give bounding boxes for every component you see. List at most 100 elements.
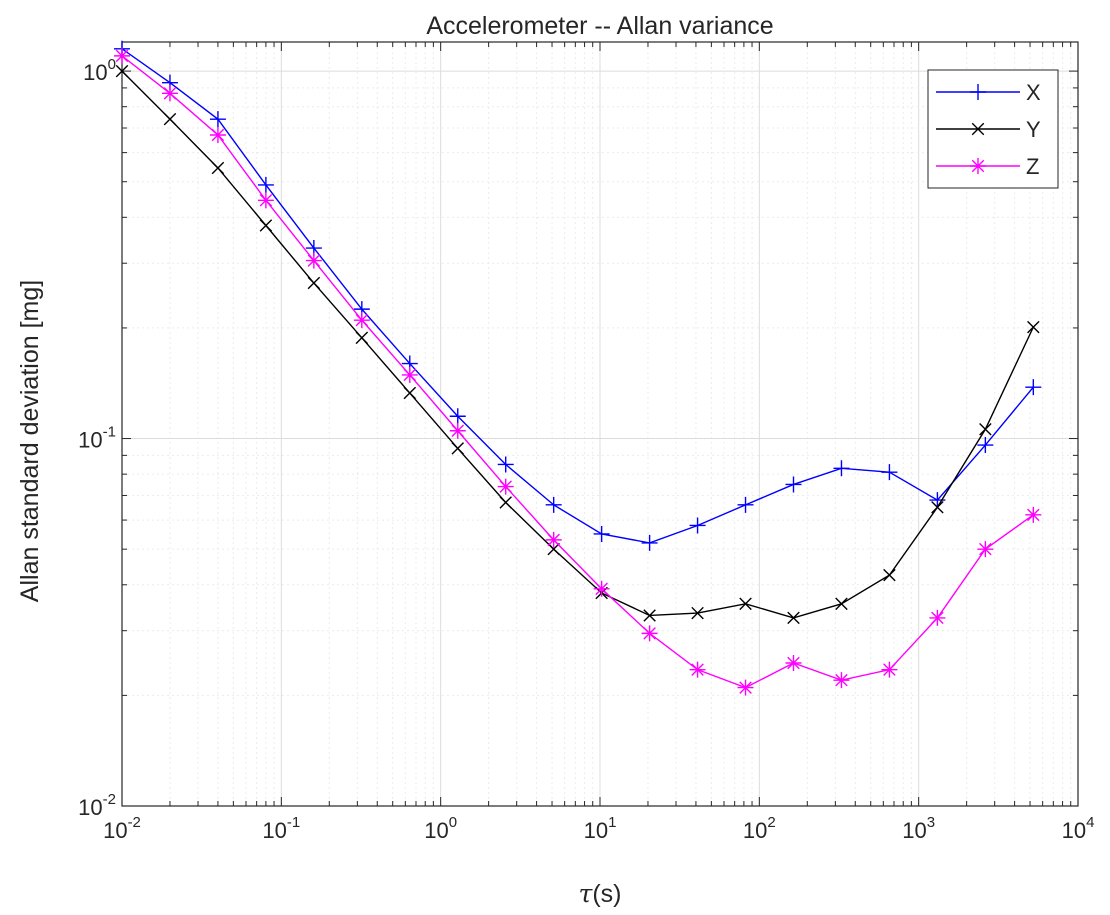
data-point-y: [451, 442, 465, 455]
data-point-z: [737, 679, 754, 696]
data-point-z: [497, 478, 514, 495]
y-tick-label: 100: [83, 56, 116, 85]
x-tick-labels: 10-2 10-1 100 101 102 103 104: [103, 814, 1094, 843]
data-point-x: [929, 492, 946, 509]
x-tick-label: 104: [1062, 814, 1095, 843]
data-point-z: [593, 580, 610, 597]
x-tick-base: 10: [743, 818, 767, 843]
x-tick-label: 103: [902, 814, 935, 843]
series-line-z: [121, 55, 1034, 689]
x-tick-exponent: 0: [449, 814, 457, 831]
data-point-y: [115, 64, 129, 78]
data-point-y: [259, 219, 273, 232]
y-tick-label: 10-1: [78, 424, 116, 453]
data-point-y: [547, 542, 560, 556]
x-tick-label: 101: [584, 814, 617, 843]
data-point-z: [977, 541, 994, 558]
data-point-x: [881, 464, 898, 481]
data-point-x: [593, 525, 610, 542]
x-tick-label: 100: [424, 814, 457, 843]
x-tick-base: 10: [584, 818, 608, 843]
y-tick-base: 10: [83, 60, 107, 85]
data-point-z: [114, 47, 130, 64]
x-axis-label: τ(s): [579, 879, 622, 908]
x-tick-base: 10: [902, 818, 926, 843]
data-point-y: [1027, 320, 1040, 334]
x-tick-label: 10-1: [262, 814, 300, 843]
data-point-x: [689, 517, 706, 534]
data-point-y: [403, 386, 417, 400]
axes: [121, 41, 1079, 807]
data-point-y: [307, 276, 321, 290]
y-tick-exponent: -2: [103, 791, 116, 808]
data-point-z: [545, 531, 562, 548]
y-tick-exponent: -1: [103, 424, 116, 441]
data-point-x: [977, 437, 994, 454]
x-tick-label: 102: [743, 814, 776, 843]
data-point-z: [449, 422, 466, 439]
legend-marker: [970, 158, 986, 174]
data-point-x: [737, 496, 754, 513]
series-layer: [114, 40, 1042, 696]
data-point-z: [1025, 506, 1042, 523]
x-tick-base: 10: [262, 818, 286, 843]
data-point-x: [833, 460, 850, 477]
x-tick-base: 10: [103, 818, 127, 843]
data-point-y: [883, 568, 896, 582]
series-line-y: [121, 70, 1034, 619]
y-tick-label: 10-2: [78, 791, 116, 820]
data-point-x: [209, 111, 226, 128]
data-point-z: [689, 661, 706, 678]
data-point-z: [305, 252, 322, 269]
data-point-y: [211, 161, 225, 175]
legend-item-x: X: [936, 80, 1041, 105]
legend-marker: [970, 84, 986, 100]
data-point-x: [545, 496, 562, 513]
x-tick-exponent: 1: [608, 814, 616, 831]
chart-title: Accelerometer -- Allan variance: [426, 12, 773, 40]
legend-label: Y: [1026, 117, 1041, 142]
data-point-x: [497, 456, 514, 473]
data-point-z: [209, 127, 226, 144]
legend-label: Z: [1026, 154, 1039, 179]
x-tick-base: 10: [1062, 818, 1086, 843]
series-y: [115, 64, 1040, 625]
data-point-x: [641, 534, 658, 551]
data-point-z: [785, 655, 802, 671]
data-point-y: [931, 501, 944, 514]
data-point-z: [929, 609, 946, 626]
legend-item-y: Y: [936, 117, 1041, 142]
data-point-z: [257, 192, 274, 209]
data-point-z: [833, 672, 850, 689]
x-tick-exponent: 2: [767, 814, 775, 831]
x-tick-label: 10-2: [103, 814, 141, 843]
data-point-z: [353, 312, 370, 329]
data-point-y: [691, 606, 704, 620]
data-point-z: [401, 366, 418, 383]
x-tick-exponent: -2: [128, 814, 141, 831]
series-z: [114, 47, 1042, 696]
data-point-z: [161, 85, 178, 102]
data-point-x: [1025, 379, 1042, 396]
x-tick-exponent: -1: [287, 814, 300, 831]
x-tick-exponent: 4: [1086, 814, 1094, 831]
data-point-y: [355, 331, 369, 345]
y-tick-exponent: 0: [108, 56, 116, 73]
y-tick-base: 10: [78, 795, 102, 820]
data-point-x: [257, 176, 274, 193]
legend-item-z: Z: [936, 154, 1039, 179]
legend-marker: [971, 122, 985, 136]
y-axis-label: Allan standard deviation [mg]: [16, 280, 44, 602]
series-x: [114, 40, 1042, 551]
data-point-y: [835, 597, 848, 611]
data-point-y: [163, 112, 177, 126]
data-point-y: [499, 496, 512, 509]
x-tick-exponent: 3: [927, 814, 935, 831]
y-tick-base: 10: [78, 428, 102, 453]
data-point-z: [881, 661, 898, 678]
x-axis-label-symbol: τ: [579, 879, 594, 908]
data-point-y: [643, 609, 656, 622]
data-point-y: [979, 422, 992, 436]
